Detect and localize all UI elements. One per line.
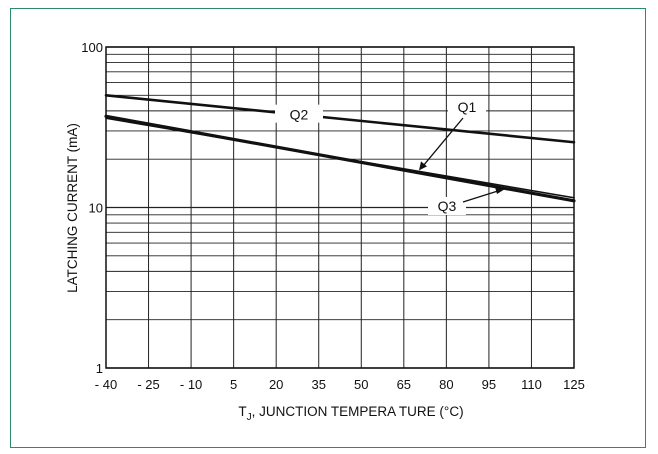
- x-tick-label: 80: [439, 377, 453, 392]
- x-tick-label: - 10: [180, 377, 202, 392]
- grid-layer: [105, 46, 575, 369]
- series-label-q1: Q1: [458, 99, 477, 115]
- x-tick-label: 20: [269, 377, 283, 392]
- series-label-q2: Q2: [290, 107, 309, 123]
- x-tick-label: 110: [521, 377, 542, 392]
- chart-frame: - 40- 25- 10 5 20 35 50 65 80 95 110 125 1 10 100 Q2…: [10, 8, 646, 448]
- y-tick-label: 100: [81, 40, 103, 55]
- leader-line-q1: [420, 117, 464, 169]
- series-layer: [104, 94, 576, 203]
- x-tick-label: 65: [397, 377, 411, 392]
- series-line-q2: [104, 94, 576, 144]
- plot-border: [105, 46, 575, 369]
- x-tick-label: - 40: [95, 377, 117, 392]
- arrowhead-q1: [419, 161, 427, 171]
- x-tick-label: 50: [354, 377, 368, 392]
- x-axis-label-main: T: [238, 404, 246, 419]
- y-tick-label: 1: [96, 361, 103, 376]
- x-axis-label-subscript: J: [247, 412, 252, 423]
- x-tick-label: 5: [230, 377, 237, 392]
- arrowhead-q3: [495, 187, 505, 195]
- x-tick-label: - 25: [137, 377, 159, 392]
- series-label-q3: Q3: [438, 198, 457, 214]
- y-axis-label: LATCHING CURRENT (mA): [65, 123, 80, 293]
- label-bg-q1: [448, 98, 486, 116]
- x-tick-label: 95: [482, 377, 496, 392]
- y-tick-label: 10: [89, 201, 103, 216]
- leader-line-q3: [462, 189, 502, 203]
- x-axis-label: TJ, JUNCTION TEMPERA TURE (°C): [238, 404, 463, 423]
- series-line-q3: [104, 114, 576, 203]
- x-tick-label: 125: [563, 377, 585, 392]
- label-bg-q2: [275, 104, 323, 123]
- x-axis-label-rest: , JUNCTION TEMPERA TURE (°C): [252, 404, 464, 419]
- label-bg-q3: [428, 197, 466, 215]
- x-tick-label: 35: [311, 377, 325, 392]
- callouts-layer: Q2 Q1 Q3: [275, 98, 505, 215]
